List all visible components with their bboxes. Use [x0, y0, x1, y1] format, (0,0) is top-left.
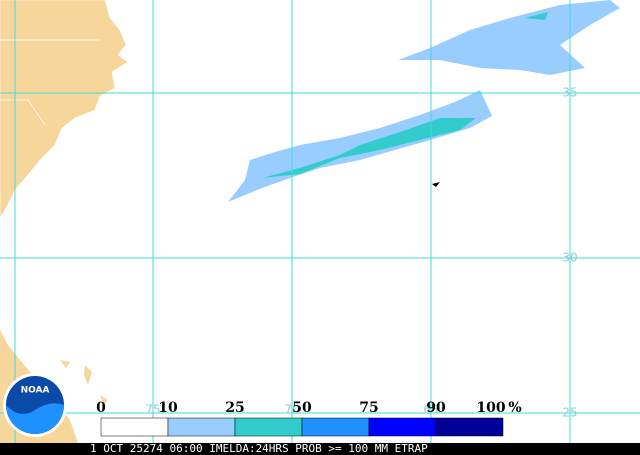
logo-text: NOAA: [21, 386, 50, 396]
footer-bar: [0, 443, 640, 455]
lon-label: 70: [284, 403, 299, 417]
legend-label: 100: [476, 400, 505, 416]
legend-label: 50: [292, 400, 312, 416]
legend-label: 90: [426, 400, 446, 416]
lon-label: 75: [145, 403, 160, 417]
lat-label: 35: [562, 86, 577, 100]
legend-label: 25: [225, 400, 244, 416]
island: [60, 360, 108, 405]
legend-swatch: [234, 417, 303, 437]
lat-label: 25: [562, 406, 577, 420]
legend-label: 10: [158, 400, 178, 416]
legend-swatch: [301, 417, 370, 437]
footer-text: 1 OCT 25274 06:00 IMELDA:24HRS PROB >= 1…: [90, 442, 428, 455]
legend-unit: %: [508, 400, 521, 416]
legend-label: 0: [96, 400, 106, 416]
lat-label: 30: [562, 251, 577, 265]
logo: NOAA: [3, 373, 67, 437]
prob-area: [262, 118, 476, 178]
legend-label: 75: [359, 400, 378, 416]
legend-swatch: [100, 417, 169, 437]
legend-swatch: [435, 417, 504, 437]
state-border: [0, 39, 100, 126]
legend-swatch: [368, 417, 437, 437]
prob-area: [398, 0, 620, 75]
legend-swatch: [167, 417, 236, 437]
prob-area: [525, 12, 548, 20]
land: [0, 0, 129, 219]
island: [432, 182, 440, 187]
lon-label: 65: [423, 403, 438, 417]
